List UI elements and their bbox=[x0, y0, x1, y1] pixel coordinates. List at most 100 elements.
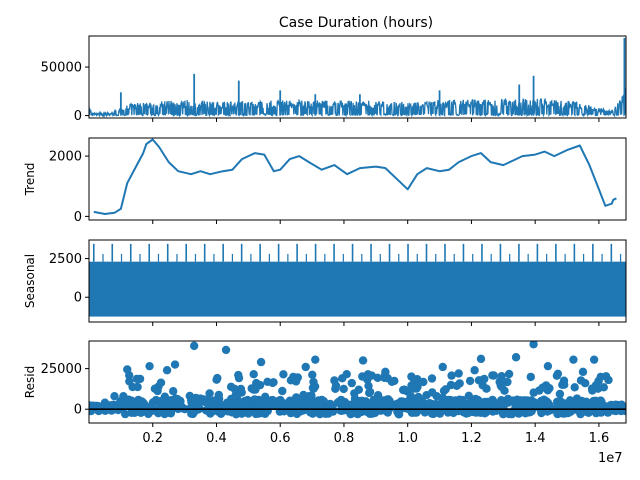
resid-point bbox=[452, 381, 461, 390]
resid-point bbox=[120, 397, 130, 406]
trend-line bbox=[93, 138, 617, 215]
resid-point bbox=[594, 376, 603, 386]
resid-point-3 bbox=[311, 355, 320, 364]
resid-point bbox=[555, 389, 565, 399]
resid-point bbox=[553, 369, 563, 378]
resid-point bbox=[268, 378, 277, 388]
resid-point bbox=[607, 400, 616, 410]
resid-point bbox=[226, 382, 236, 391]
resid-point bbox=[203, 406, 212, 415]
resid-point-27 bbox=[406, 392, 416, 401]
y-tick-label-observed: 0 bbox=[74, 109, 82, 124]
resid-point bbox=[480, 399, 490, 408]
resid-point bbox=[365, 387, 375, 397]
resid-point bbox=[471, 399, 481, 408]
resid-point bbox=[438, 393, 447, 402]
resid-point bbox=[89, 406, 96, 416]
resid-point-0 bbox=[189, 341, 199, 351]
x-tick-label: 1.2 bbox=[461, 431, 482, 446]
resid-point-19 bbox=[454, 369, 463, 378]
resid-point bbox=[538, 383, 547, 392]
resid-point bbox=[431, 399, 440, 409]
resid-point bbox=[503, 377, 512, 387]
resid-point bbox=[387, 377, 397, 386]
axes-frame-seasonal bbox=[88, 239, 627, 323]
resid-point bbox=[211, 398, 220, 407]
resid-point bbox=[525, 408, 535, 417]
axes-frame-trend bbox=[88, 137, 627, 221]
resid-point bbox=[465, 376, 475, 386]
resid-point-8 bbox=[569, 355, 578, 364]
resid-point bbox=[176, 404, 186, 413]
resid-point bbox=[350, 394, 360, 403]
resid-point-10 bbox=[123, 365, 132, 374]
resid-point bbox=[309, 397, 319, 406]
resid-point bbox=[416, 401, 425, 410]
resid-point bbox=[293, 396, 303, 405]
resid-point bbox=[213, 373, 222, 383]
resid-point bbox=[621, 404, 626, 413]
resid-point bbox=[165, 408, 174, 417]
x-tick-label: 1.0 bbox=[397, 431, 418, 446]
resid-point bbox=[553, 407, 563, 416]
resid-point bbox=[296, 407, 306, 416]
resid-point-4 bbox=[358, 356, 368, 365]
resid-point bbox=[337, 395, 346, 405]
resid-point bbox=[480, 374, 489, 384]
y-axis-label-trend: Trend bbox=[23, 163, 37, 197]
resid-point bbox=[526, 372, 535, 382]
resid-point bbox=[562, 400, 572, 409]
resid-point bbox=[520, 397, 529, 406]
figure-title: Case Duration (hours) bbox=[279, 15, 433, 31]
resid-point-20 bbox=[470, 366, 479, 375]
resid-point bbox=[262, 397, 271, 406]
resid-point bbox=[317, 395, 327, 405]
resid-point bbox=[353, 408, 362, 418]
resid-point-14 bbox=[279, 370, 288, 379]
resid-point bbox=[372, 400, 382, 410]
resid-point bbox=[589, 396, 598, 406]
resid-point bbox=[249, 370, 258, 379]
resid-point-23 bbox=[604, 375, 613, 385]
resid-point bbox=[596, 408, 605, 417]
resid-point bbox=[185, 391, 194, 401]
x-tick-label: 1.6 bbox=[589, 431, 610, 446]
resid-point bbox=[449, 401, 459, 411]
resid-point bbox=[497, 382, 506, 392]
resid-point bbox=[205, 389, 214, 398]
resid-point bbox=[227, 408, 236, 417]
axes-frame-observed bbox=[88, 35, 627, 119]
resid-point bbox=[201, 397, 210, 407]
resid-point bbox=[251, 385, 260, 394]
resid-point bbox=[597, 397, 606, 407]
resid-point bbox=[395, 400, 404, 409]
y-tick-label-resid: 0 bbox=[74, 403, 82, 418]
resid-point bbox=[482, 384, 491, 393]
resid-point bbox=[234, 370, 243, 380]
resid-point bbox=[121, 409, 130, 419]
resid-point bbox=[217, 408, 226, 418]
resid-point bbox=[167, 396, 177, 405]
x-tick-label: 0.6 bbox=[270, 431, 291, 446]
observed-line bbox=[89, 87, 626, 118]
resid-point bbox=[425, 399, 434, 408]
plot-area-observed bbox=[89, 37, 626, 118]
resid-point bbox=[441, 385, 450, 394]
y-tick-label-seasonal: 2500 bbox=[49, 252, 82, 267]
resid-point bbox=[543, 398, 553, 407]
y-tick-label-trend: 2000 bbox=[49, 150, 82, 165]
resid-point bbox=[532, 401, 541, 411]
resid-point bbox=[169, 387, 178, 396]
resid-point bbox=[367, 371, 376, 380]
resid-point bbox=[338, 374, 347, 383]
resid-point bbox=[410, 400, 419, 410]
subplots: 0 50000 0 2000 Trend 0 2500 Seasonal 0 25000 0.2 0.… bbox=[23, 35, 627, 446]
resid-point bbox=[348, 402, 357, 411]
resid-point bbox=[137, 397, 146, 406]
resid-point-11 bbox=[145, 361, 154, 371]
panel-resid: 0 25000 0.2 0.4 0.6 0.8 1.0 1.2 1.4 1.6 Resid bbox=[23, 340, 627, 446]
resid-point bbox=[347, 378, 356, 388]
y-axis-label-resid: Resid bbox=[23, 366, 37, 398]
resid-point bbox=[409, 384, 419, 393]
resid-point-7 bbox=[529, 341, 538, 349]
